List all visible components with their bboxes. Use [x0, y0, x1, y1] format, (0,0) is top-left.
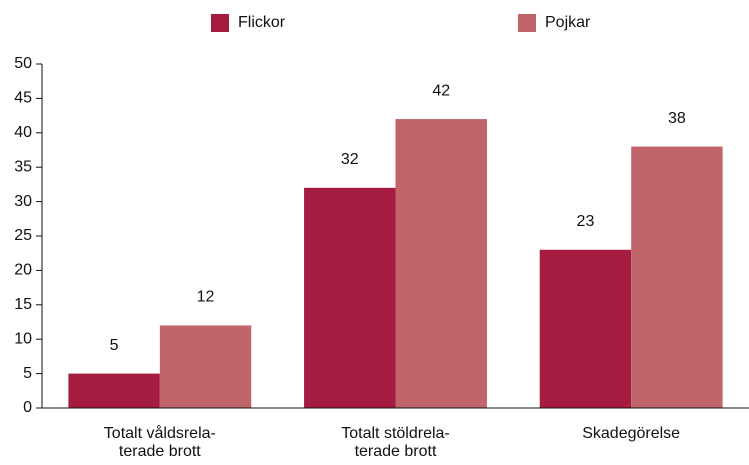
bar: [631, 146, 723, 408]
value-label: 32: [341, 151, 359, 168]
y-tick-label: 20: [14, 262, 32, 279]
value-label: 38: [668, 110, 686, 127]
bar: [395, 119, 487, 408]
value-label: 12: [197, 289, 215, 306]
y-tick-label: 30: [14, 193, 32, 210]
x-tick-label: Skadegörelse: [582, 425, 680, 442]
bar: [539, 249, 632, 408]
value-label: 5: [110, 337, 119, 354]
y-tick-label: 10: [14, 330, 32, 347]
x-tick-label: Totalt stöldrela-terade brott: [341, 425, 450, 460]
legend-swatch: [518, 14, 536, 32]
y-tick-label: 45: [14, 90, 32, 107]
x-tick-label: Totalt våldsrela-terade brott: [104, 424, 216, 460]
y-tick-label: 50: [14, 55, 32, 72]
value-label: 23: [577, 213, 595, 230]
bar: [304, 187, 396, 408]
legend-label: Flickor: [238, 14, 286, 31]
y-tick-label: 25: [14, 227, 32, 244]
value-label: 42: [432, 82, 450, 99]
legend-label: Pojkar: [545, 14, 591, 31]
legend-swatch: [211, 14, 229, 32]
y-tick-label: 5: [23, 365, 32, 382]
y-tick-label: 35: [14, 158, 32, 175]
bar: [159, 325, 252, 408]
bar: [68, 373, 160, 408]
y-tick-label: 0: [23, 399, 32, 416]
y-tick-label: 40: [14, 124, 32, 141]
y-tick-label: 15: [14, 296, 32, 313]
